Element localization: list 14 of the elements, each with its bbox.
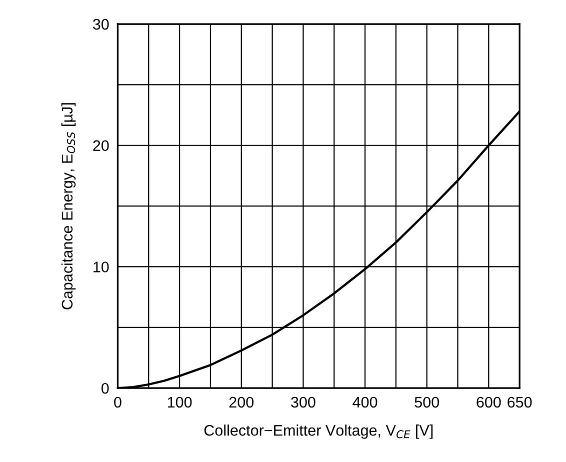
x-tick-label: 0 bbox=[114, 396, 122, 408]
x-tick-label: 400 bbox=[352, 396, 378, 408]
y-tick-label: 10 bbox=[94, 262, 109, 272]
x-axis-title: Collector−Emitter Voltage, V$_{CE}$ [V] bbox=[204, 424, 433, 439]
x-tick-label: 500 bbox=[414, 396, 439, 408]
x-tick-label: 300 bbox=[291, 396, 316, 408]
y-tick-label: 20 bbox=[93, 140, 109, 152]
y-axis-title: Capacitance Energy, E$_{OSS}$ [µJ] bbox=[61, 103, 76, 310]
y-tick-label: 30 bbox=[92, 18, 109, 30]
x-tick-label: 100 bbox=[168, 396, 192, 408]
x-tick-label: 650 bbox=[508, 396, 532, 408]
x-tick-label: 200 bbox=[229, 396, 254, 408]
y-tick-label: 0 bbox=[101, 382, 109, 394]
x-tick-label: 600 bbox=[476, 396, 501, 408]
